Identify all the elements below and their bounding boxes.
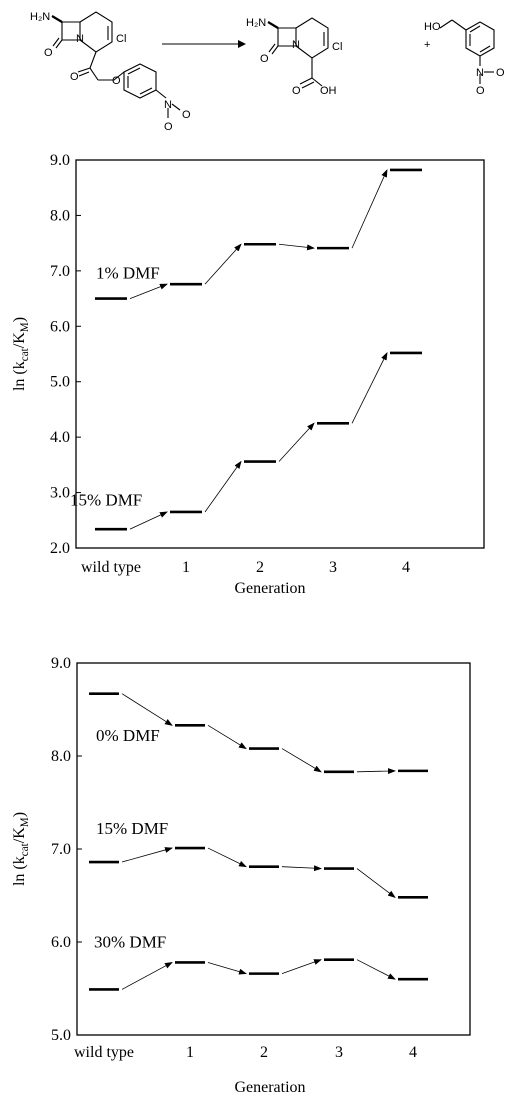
product-chlorine-label: Cl bbox=[332, 41, 342, 53]
x-tick-label: 1 bbox=[186, 1044, 194, 1061]
x-tick-label: wild type bbox=[81, 559, 141, 576]
reactant-nitro-oxygen-1-label: O bbox=[182, 109, 191, 121]
x-tick-label: 4 bbox=[402, 559, 410, 576]
product-nitrogen-label: N bbox=[292, 39, 300, 51]
x-tick-label: 2 bbox=[260, 1044, 268, 1061]
transition-arrow bbox=[129, 511, 168, 530]
y-tick-label: 9.0 bbox=[51, 655, 71, 672]
series-label: 15% DMF bbox=[96, 819, 168, 838]
transition-arrow bbox=[207, 847, 247, 868]
transition-arrow bbox=[121, 693, 173, 726]
alcohol-hydroxyl-label: HO bbox=[424, 21, 441, 33]
x-tick-label: 3 bbox=[335, 1044, 343, 1061]
x-tick-label: 2 bbox=[256, 559, 264, 576]
series-group: 15% DMF bbox=[89, 819, 428, 899]
y-tick-label: 2.0 bbox=[50, 540, 70, 557]
y-tick-label: 5.0 bbox=[50, 374, 70, 391]
series-group: 15% DMF bbox=[70, 351, 422, 531]
y-axis-label: ln (kcat/KM) bbox=[11, 812, 31, 886]
transition-arrow bbox=[204, 460, 242, 513]
y-tick-label: 8.0 bbox=[51, 748, 71, 765]
transition-arrow bbox=[281, 865, 322, 872]
series-group: 30% DMF bbox=[89, 933, 428, 991]
reaction-scheme: H₂N O N Cl O O N O O H₂N O N Cl O OH + H… bbox=[30, 11, 505, 133]
transition-arrow bbox=[278, 243, 315, 251]
x-axis-label: Generation bbox=[234, 580, 305, 597]
x-tick-label: 3 bbox=[329, 559, 337, 576]
series-label: 30% DMF bbox=[94, 933, 166, 952]
y-tick-label: 3.0 bbox=[50, 485, 70, 502]
y-tick-label: 9.0 bbox=[50, 152, 70, 169]
reactant-ester-oxygen-1-label: O bbox=[70, 71, 79, 83]
transition-arrow bbox=[356, 959, 396, 980]
series-label: 0% DMF bbox=[96, 726, 160, 745]
transition-arrow bbox=[351, 169, 388, 249]
product-amine-label: H₂N bbox=[246, 17, 266, 29]
alcohol-nitro-oxygen-1-label: O bbox=[496, 67, 505, 79]
series-label: 15% DMF bbox=[70, 490, 142, 509]
reactant-ester-oxygen-2-label: O bbox=[112, 75, 121, 87]
transition-arrow bbox=[356, 868, 396, 898]
transition-arrow bbox=[129, 283, 168, 299]
transition-arrow bbox=[351, 351, 388, 424]
x-axis-label: Generation bbox=[234, 1079, 305, 1096]
reactant-nitrogen-label: N bbox=[76, 33, 84, 45]
transition-arrow bbox=[281, 959, 322, 974]
transition-arrow bbox=[207, 724, 247, 750]
alcohol-nitro-nitrogen-label: N bbox=[476, 67, 484, 79]
transition-arrow bbox=[356, 768, 396, 775]
alcohol-nitro-oxygen-2-label: O bbox=[476, 85, 485, 97]
chart-bottom: 5.0 6.0 7.0 8.0 9.0 wild type 1 2 3 4 Generation ln… bbox=[11, 655, 471, 1096]
series-label: 1% DMF bbox=[96, 264, 160, 283]
series-group: 0% DMF bbox=[89, 692, 428, 775]
transition-arrow bbox=[121, 847, 173, 863]
transition-arrow bbox=[207, 962, 247, 975]
chart-top: 2.0 3.0 4.0 5.0 6.0 7.0 8.0 9.0 wild type 1 2 3 4 Gen… bbox=[11, 152, 485, 597]
transition-arrow bbox=[278, 422, 315, 462]
product-acid-oxygen-label: O bbox=[292, 85, 301, 97]
reactant-ring-oxygen-label: O bbox=[44, 47, 53, 59]
y-tick-label: 6.0 bbox=[51, 934, 71, 951]
y-axis-label: ln (kcat/KM) bbox=[11, 317, 31, 391]
y-tick-label: 6.0 bbox=[50, 318, 70, 335]
plus-sign: + bbox=[424, 39, 430, 51]
y-tick-label: 5.0 bbox=[51, 1027, 71, 1044]
y-tick-label: 8.0 bbox=[50, 207, 70, 224]
reactant-amine-label: H₂N bbox=[30, 11, 50, 23]
x-tick-label: wild type bbox=[74, 1044, 134, 1061]
y-tick-label: 7.0 bbox=[51, 841, 71, 858]
product-hydroxyl-label: OH bbox=[320, 85, 337, 97]
transition-arrow bbox=[204, 243, 242, 285]
plot-frame bbox=[75, 159, 485, 549]
y-tick-label: 4.0 bbox=[50, 429, 70, 446]
product-ring-oxygen-label: O bbox=[260, 53, 269, 65]
transition-arrow bbox=[121, 961, 173, 990]
x-tick-label: 1 bbox=[182, 559, 190, 576]
y-tick-label: 7.0 bbox=[50, 263, 70, 280]
reactant-nitro-nitrogen-label: N bbox=[164, 99, 172, 111]
transition-arrow bbox=[281, 748, 322, 773]
reactant-chlorine-label: Cl bbox=[116, 33, 126, 45]
series-group: 1% DMF bbox=[95, 168, 422, 300]
x-tick-label: 4 bbox=[409, 1044, 417, 1061]
reactant-nitro-oxygen-2-label: O bbox=[164, 121, 173, 133]
